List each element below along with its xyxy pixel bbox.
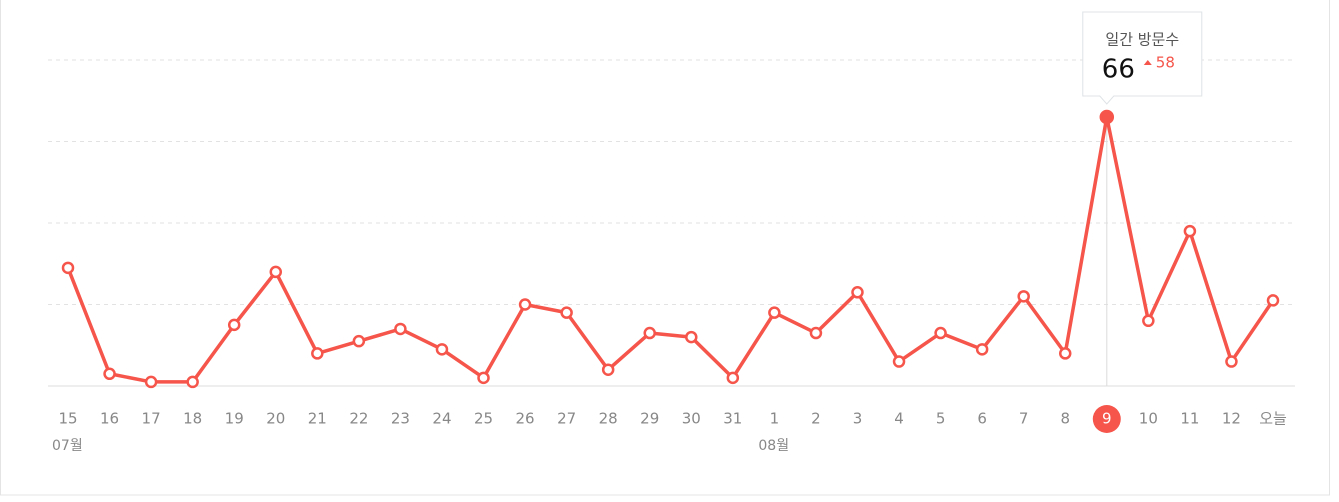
point [851, 286, 864, 299]
point [643, 326, 656, 340]
x-tick-label: 21 [308, 410, 327, 428]
point [1266, 294, 1280, 307]
point [311, 347, 324, 360]
point [1017, 290, 1030, 303]
point [975, 343, 989, 356]
point [186, 375, 199, 389]
x-tick-label: 28 [599, 410, 618, 428]
x-tick-label: 7 [1019, 410, 1029, 428]
point [934, 326, 947, 340]
tooltip-box [1082, 11, 1203, 105]
x-tick-label: 4 [894, 410, 904, 428]
x-tick-label: 6 [977, 410, 987, 428]
x-tick-label: 1 [770, 410, 780, 428]
point [394, 322, 407, 336]
point [227, 318, 241, 332]
point [768, 306, 781, 319]
x-tick-label: 27 [557, 410, 576, 428]
x-tick-label: 12 [1222, 410, 1241, 428]
x-tick-label: 20 [266, 410, 285, 428]
highlight-point [1099, 109, 1115, 125]
point [1058, 347, 1072, 360]
x-tick-label: 31 [723, 410, 742, 428]
x-tick-label: 22 [349, 410, 368, 428]
point [560, 306, 573, 319]
x-tick-label: 17 [142, 410, 161, 428]
highlight-badge [1092, 405, 1121, 433]
x-tick-label: 9 [1102, 410, 1112, 428]
point [809, 326, 823, 340]
point [1142, 314, 1155, 328]
x-tick-label: 18 [183, 410, 202, 428]
x-tick-label: 19 [225, 410, 244, 428]
x-tick-label: 23 [391, 410, 410, 428]
x-tick-label: 3 [853, 410, 863, 428]
up-arrow [1143, 60, 1152, 65]
series-line [66, 115, 1275, 384]
x-tick-label: 26 [516, 410, 535, 428]
tooltip: 일간 방문수 66 58 [1082, 11, 1203, 105]
tooltip-value: 66 [1102, 55, 1135, 85]
point [477, 371, 490, 385]
x-tick-label: 10 [1139, 410, 1158, 428]
point [685, 330, 698, 344]
x-tick-label: 25 [474, 410, 493, 428]
point [726, 371, 740, 385]
point [269, 265, 283, 279]
x-tick-label: 29 [640, 410, 659, 428]
tooltip-title: 일간 방문수 [1105, 31, 1179, 49]
x-tick-label: 16 [100, 410, 119, 428]
point [892, 355, 906, 368]
point [61, 261, 75, 275]
month-label: 07월 [52, 438, 83, 454]
point [352, 334, 366, 348]
x-tick-label: 오늘 [1259, 410, 1287, 428]
month-label: 08월 [758, 438, 789, 454]
point [1225, 355, 1238, 368]
x-tick-label: 8 [1060, 410, 1070, 428]
x-tick-label: 24 [432, 410, 451, 428]
point [1183, 224, 1197, 238]
tooltip-change: 58 [1156, 54, 1175, 72]
x-tick-label: 11 [1180, 410, 1199, 428]
point [601, 363, 615, 376]
x-tick-label: 15 [58, 410, 77, 428]
point [518, 298, 532, 311]
x-tick-label: 5 [936, 410, 946, 428]
point [103, 367, 116, 381]
x-tick-label: 2 [811, 410, 821, 428]
x-tick-label: 30 [682, 410, 701, 428]
point [435, 343, 449, 356]
point [144, 375, 158, 389]
